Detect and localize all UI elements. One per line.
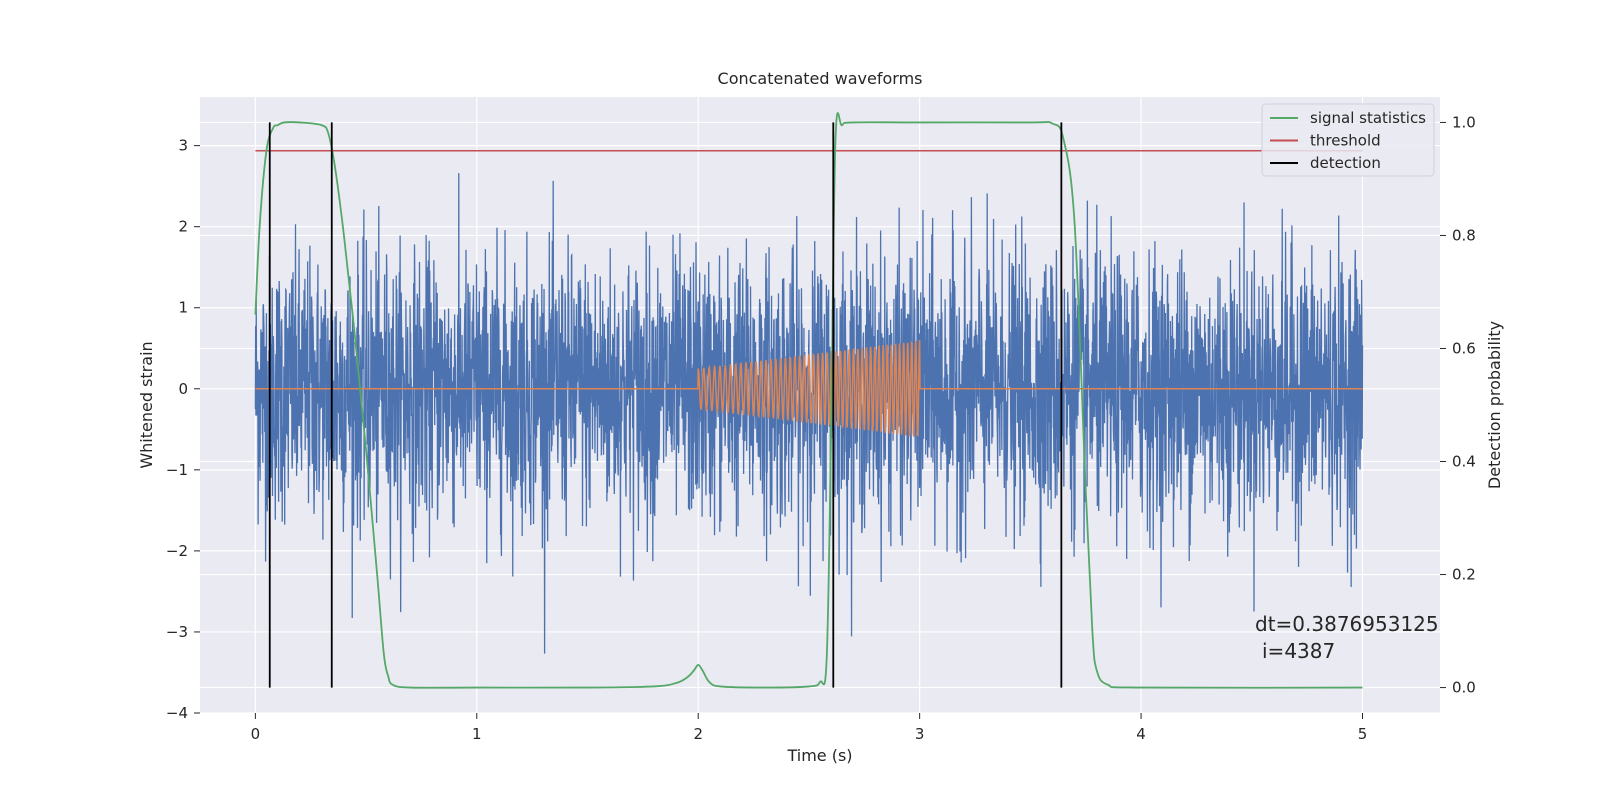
legend-label: threshold xyxy=(1310,132,1381,150)
chart-title: Concatenated waveforms xyxy=(718,69,923,88)
x-tick-label: 3 xyxy=(915,725,925,743)
x-tick-label: 0 xyxy=(251,725,261,743)
chirp-series-line xyxy=(255,340,1363,437)
x-tick-label: 2 xyxy=(693,725,703,743)
legend-label: detection xyxy=(1310,154,1381,172)
y-axis-label: Whitened strain xyxy=(137,341,156,468)
x-tick-label: 5 xyxy=(1358,725,1368,743)
y2-tick-label: 0.8 xyxy=(1452,226,1476,244)
y-tick-label: −4 xyxy=(166,704,188,722)
x-tick-label: 4 xyxy=(1136,725,1146,743)
y2-tick-label: 1.0 xyxy=(1452,113,1476,131)
x-tick-label: 1 xyxy=(472,725,482,743)
y2-tick-label: 0.0 xyxy=(1452,679,1476,697)
y-tick-label: −2 xyxy=(166,542,188,560)
y-tick-label: 1 xyxy=(178,299,188,317)
y-tick-label: 0 xyxy=(178,380,188,398)
y2-tick-label: 0.2 xyxy=(1452,566,1476,584)
legend: signal statistics threshold detection xyxy=(1261,103,1435,177)
y-tick-label: 3 xyxy=(178,137,188,155)
series-layer xyxy=(254,112,1364,689)
y-tick-label: −3 xyxy=(166,623,188,641)
annotation: dt=0.3876953125 i=4387 xyxy=(1255,612,1439,663)
y-tick-label: −1 xyxy=(166,461,188,479)
noise-series-line xyxy=(254,173,1364,654)
y2-tick-label: 0.6 xyxy=(1452,339,1476,357)
annotation-index: i=4387 xyxy=(1262,639,1335,663)
y2-tick-label: 0.4 xyxy=(1452,453,1476,471)
tick-layer: 0 1 2 3 4 5 −4 −3 −2 −1 0 1 2 3 0.0 0.2 0.4 0.6 0.8 1.0 xyxy=(166,113,1476,743)
legend-box xyxy=(1261,103,1435,177)
y-tick-label: 2 xyxy=(178,218,188,236)
y2-axis-label: Detection probability xyxy=(1485,321,1504,489)
legend-label: signal statistics xyxy=(1310,109,1426,127)
annotation-dt: dt=0.3876953125 xyxy=(1255,612,1439,636)
x-axis-label: Time (s) xyxy=(786,746,852,765)
